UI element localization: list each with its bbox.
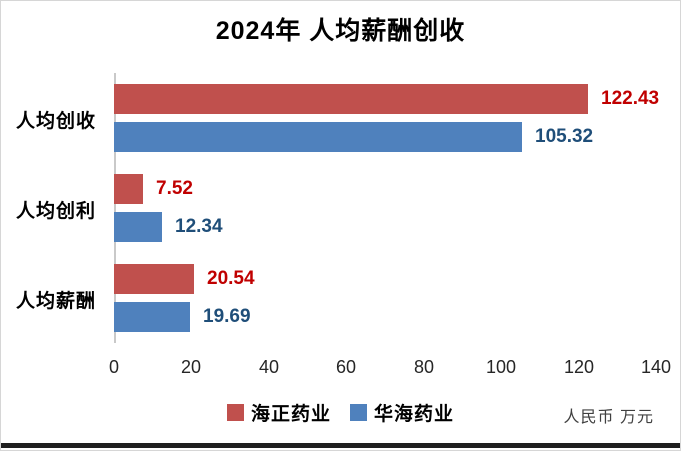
bar-华海药业-人均薪酬 (114, 302, 190, 332)
x-tick-label: 40 (258, 357, 280, 377)
legend-item-huahai: 华海药业 (350, 399, 454, 426)
bar-海正药业-人均创利 (114, 174, 143, 204)
legend-label-huahai: 华海药业 (374, 404, 455, 425)
bar-value-label: 105.32 (535, 126, 594, 147)
category-label: 人均薪酬 (15, 291, 96, 312)
bar-value-label: 12.34 (175, 216, 223, 237)
legend-swatch-haizheng (227, 404, 244, 421)
bottom-edge-bar (1, 443, 680, 448)
bar-value-label: 20.54 (207, 268, 255, 289)
x-tick-label: 20 (180, 357, 202, 377)
bar-海正药业-人均薪酬 (114, 264, 194, 294)
category-label: 人均创利 (15, 201, 96, 222)
y-axis-line (114, 73, 116, 343)
chart-title: 2024年 人均薪酬创收 (215, 17, 466, 45)
x-tick-label: 140 (640, 357, 672, 377)
category-label: 人均创收 (15, 111, 96, 132)
legend-label-haizheng: 海正药业 (251, 404, 332, 425)
bar-value-label: 19.69 (203, 306, 251, 327)
x-tick-label: 60 (335, 357, 357, 377)
unit-note: 人民币 万元 (563, 409, 654, 426)
bar-海正药业-人均创收 (114, 84, 588, 114)
x-tick-label: 100 (485, 357, 517, 377)
x-tick-label: 120 (563, 357, 595, 377)
bar-value-label: 122.43 (601, 88, 660, 109)
legend-item-haizheng: 海正药业 (227, 399, 331, 426)
bar-华海药业-人均创收 (114, 122, 522, 152)
bar-华海药业-人均创利 (114, 212, 162, 242)
x-tick-label: 0 (108, 357, 120, 377)
x-tick-label: 80 (413, 357, 435, 377)
bar-value-label: 7.52 (156, 178, 193, 199)
legend: 海正药业 华海药业 (227, 399, 454, 426)
legend-swatch-huahai (350, 404, 368, 421)
